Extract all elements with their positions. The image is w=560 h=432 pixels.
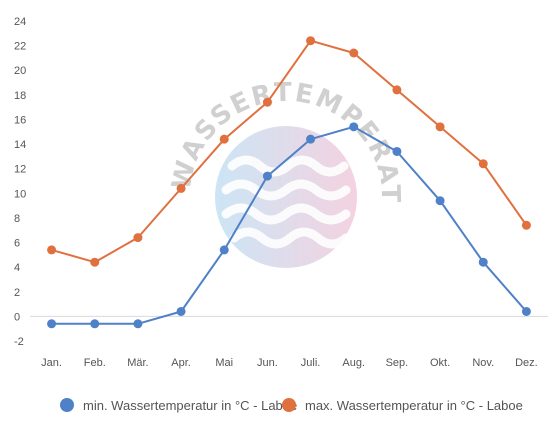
- data-point: [262, 97, 272, 107]
- legend-label: min. Wassertemperatur in °C - Laboe: [83, 398, 297, 413]
- data-point: [521, 220, 531, 230]
- series-1: [47, 36, 531, 267]
- y-tick-label: 6: [14, 238, 20, 250]
- data-point: [133, 233, 143, 243]
- watermark-logo: WASSERTEMPERATUR.ORG: [0, 0, 403, 268]
- data-point: [219, 245, 229, 255]
- x-tick-label: Aug.: [342, 357, 365, 369]
- data-point: [392, 146, 402, 156]
- series-line: [51, 125, 528, 325]
- data-point: [176, 306, 186, 316]
- data-point: [90, 319, 100, 329]
- y-tick-label: 20: [14, 65, 26, 77]
- x-tick-label: Sep.: [386, 357, 409, 369]
- legend-item-1: max. Wassertemperatur in °C - Laboe: [282, 398, 523, 413]
- data-point: [435, 122, 445, 132]
- x-tick-label: Jun.: [257, 357, 278, 369]
- data-point: [47, 319, 57, 329]
- data-point: [521, 306, 531, 316]
- data-point: [133, 319, 143, 329]
- y-tick-label: 0: [14, 311, 20, 323]
- y-tick-label: 18: [14, 90, 26, 102]
- data-point: [306, 134, 316, 144]
- data-point: [219, 134, 229, 144]
- data-point: [262, 171, 272, 181]
- legend: min. Wassertemperatur in °C - Laboe max. …: [60, 398, 523, 413]
- legend-item-0: min. Wassertemperatur in °C - Laboe: [60, 398, 297, 413]
- data-point: [478, 159, 488, 169]
- y-tick-label: 16: [14, 114, 26, 126]
- series-line: [51, 39, 528, 264]
- y-tick-label: 22: [14, 41, 26, 53]
- x-tick-label: Okt.: [430, 357, 450, 369]
- x-tick-label: Mär.: [127, 357, 148, 369]
- data-point: [349, 48, 359, 58]
- y-tick-label: 2: [14, 287, 20, 299]
- x-tick-label: Dez.: [515, 357, 538, 369]
- data-point: [306, 36, 316, 46]
- x-tick-label: Juli.: [301, 357, 321, 369]
- y-tick-label: -2: [14, 336, 24, 348]
- y-tick-label: 24: [14, 16, 26, 28]
- legend-marker: [282, 398, 296, 412]
- y-tick-label: 8: [14, 213, 20, 225]
- x-tick-label: Mai: [215, 357, 233, 369]
- series-0: [47, 122, 531, 329]
- data-point: [392, 85, 402, 95]
- y-tick-label: 14: [14, 139, 26, 151]
- y-tick-label: 12: [14, 164, 26, 176]
- x-tick-label: Apr.: [171, 357, 191, 369]
- data-point: [435, 196, 445, 206]
- data-point: [47, 245, 57, 255]
- x-tick-label: Jan.: [41, 357, 62, 369]
- data-point: [176, 183, 186, 193]
- legend-marker: [60, 398, 74, 412]
- y-tick-label: 4: [14, 262, 20, 274]
- legend-label: max. Wassertemperatur in °C - Laboe: [305, 398, 523, 413]
- data-point: [349, 122, 359, 132]
- x-tick-label: Feb.: [84, 357, 106, 369]
- x-tick-label: Nov.: [472, 357, 494, 369]
- data-point: [90, 257, 100, 267]
- data-point: [478, 257, 488, 267]
- series: [47, 36, 531, 329]
- y-tick-label: 10: [14, 188, 26, 200]
